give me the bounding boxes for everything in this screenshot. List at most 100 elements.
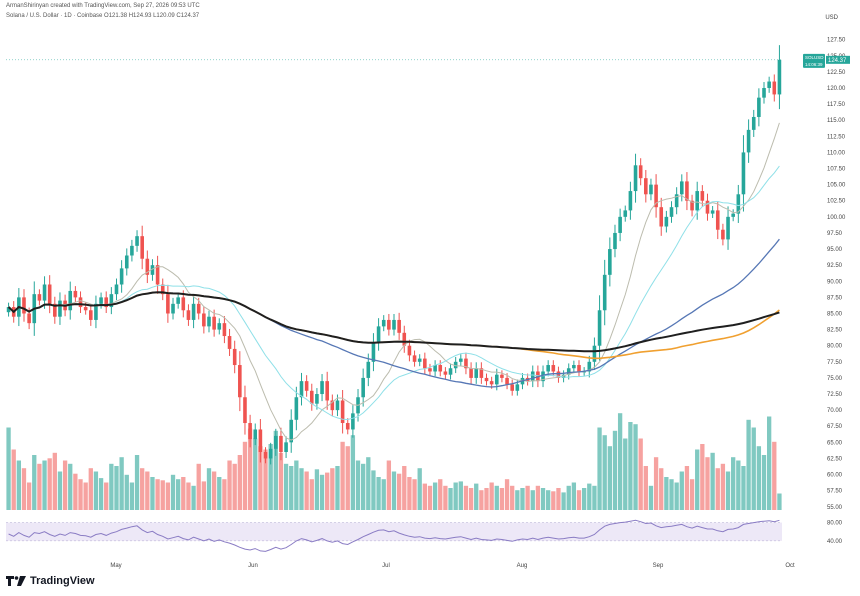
candle-body bbox=[376, 326, 381, 343]
x-tick-label: Aug bbox=[517, 563, 528, 569]
candle-body bbox=[726, 216, 730, 240]
volume-bar bbox=[546, 490, 551, 510]
price-tick-label: 117.50 bbox=[827, 102, 846, 108]
candle-body bbox=[320, 381, 324, 395]
volume-bar bbox=[247, 428, 253, 510]
candle-body bbox=[494, 374, 499, 385]
candle-body bbox=[710, 210, 715, 214]
volume-bar bbox=[653, 457, 659, 510]
candle-body bbox=[135, 236, 139, 246]
volume-bar bbox=[741, 466, 746, 510]
volume-bar bbox=[104, 482, 109, 510]
volume-bar bbox=[140, 468, 145, 510]
volume-bar bbox=[6, 427, 11, 510]
x-tick-label: Oct bbox=[785, 563, 795, 569]
volume-bar bbox=[489, 482, 494, 510]
volume-bar bbox=[612, 430, 618, 510]
volume-bar bbox=[160, 480, 165, 510]
volume-bar bbox=[345, 446, 350, 510]
candle-body bbox=[140, 236, 144, 259]
volume-bar bbox=[361, 463, 366, 510]
volume-bar bbox=[715, 468, 720, 510]
candle-body bbox=[361, 377, 365, 398]
volume-bar bbox=[587, 483, 592, 510]
price-tick-label: 112.50 bbox=[827, 134, 846, 140]
price-tick-label: 77.50 bbox=[827, 360, 843, 366]
volume-bar bbox=[232, 463, 237, 510]
candle-body bbox=[160, 284, 165, 295]
candle-body bbox=[279, 435, 283, 453]
volume-bar bbox=[710, 452, 715, 510]
candle-body bbox=[181, 297, 186, 311]
ma20-line bbox=[8, 165, 780, 421]
candle-body bbox=[202, 313, 206, 327]
candle-body bbox=[556, 371, 561, 378]
volume-bar bbox=[535, 485, 541, 510]
volume-bar bbox=[299, 468, 304, 510]
volume-bar bbox=[201, 481, 207, 510]
price-tick-label: 102.50 bbox=[827, 199, 846, 205]
candle-body bbox=[500, 374, 504, 378]
candle-body bbox=[679, 181, 684, 195]
symbol-info-line: Solana / U.S. Dollar · 1D · Coinbase O12… bbox=[6, 13, 200, 19]
price-tick-label: 115.00 bbox=[827, 118, 846, 124]
candle-body bbox=[767, 81, 771, 88]
volume-bar bbox=[432, 482, 438, 510]
candle-body bbox=[423, 358, 427, 369]
candle-body bbox=[130, 245, 134, 256]
volume-bar bbox=[366, 457, 371, 510]
candle-body bbox=[479, 368, 484, 378]
volume-bar bbox=[659, 468, 664, 510]
volume-bar bbox=[705, 457, 710, 510]
rsi-tick-label: 80.00 bbox=[827, 521, 843, 527]
candle-body bbox=[731, 213, 735, 217]
candle-body bbox=[238, 365, 242, 398]
candle-body bbox=[258, 429, 263, 453]
volume-bar bbox=[181, 477, 186, 510]
candle-body bbox=[438, 365, 443, 372]
volume-bar bbox=[412, 479, 417, 510]
candle-body bbox=[176, 297, 180, 304]
candle-body bbox=[263, 452, 268, 459]
candle-body bbox=[402, 332, 407, 346]
volume-bar bbox=[98, 478, 104, 510]
candle-body bbox=[186, 310, 191, 320]
volume-bar bbox=[525, 485, 530, 510]
candle-body bbox=[289, 419, 294, 443]
volume-bar bbox=[484, 488, 489, 510]
candle-body bbox=[212, 316, 216, 330]
candle-body bbox=[284, 442, 288, 453]
price-tick-label: 127.50 bbox=[827, 38, 846, 44]
candle-body bbox=[762, 87, 766, 98]
volume-bar bbox=[283, 463, 289, 510]
candle-body bbox=[561, 374, 566, 378]
volume-bar bbox=[623, 438, 628, 510]
candle-body bbox=[371, 342, 376, 362]
volume-bar bbox=[468, 488, 474, 510]
candle-body bbox=[222, 323, 227, 337]
price-tick-label: 85.00 bbox=[827, 311, 843, 317]
volume-bar bbox=[129, 482, 135, 510]
candle-body bbox=[474, 368, 479, 378]
volume-bar bbox=[391, 471, 397, 510]
candle-body bbox=[94, 303, 98, 320]
candle-body bbox=[304, 381, 309, 391]
candle-body bbox=[546, 365, 550, 372]
price-label-symbol: SOLUSD bbox=[805, 55, 824, 60]
price-tick-label: 122.50 bbox=[827, 70, 846, 76]
price-tick-label: 67.50 bbox=[827, 424, 843, 430]
volume-bar bbox=[335, 466, 340, 510]
volume-bar bbox=[176, 479, 181, 510]
candle-body bbox=[119, 268, 124, 285]
candle-body bbox=[232, 348, 237, 366]
candle-body bbox=[674, 194, 679, 208]
candle-body bbox=[484, 377, 489, 382]
candle-body bbox=[268, 448, 273, 459]
candle-body bbox=[207, 316, 211, 327]
candle-body bbox=[104, 297, 109, 308]
volume-bar bbox=[494, 485, 499, 510]
price-tick-label: 107.50 bbox=[827, 167, 846, 173]
x-tick-label: May bbox=[110, 563, 121, 569]
volume-bar bbox=[443, 485, 448, 510]
